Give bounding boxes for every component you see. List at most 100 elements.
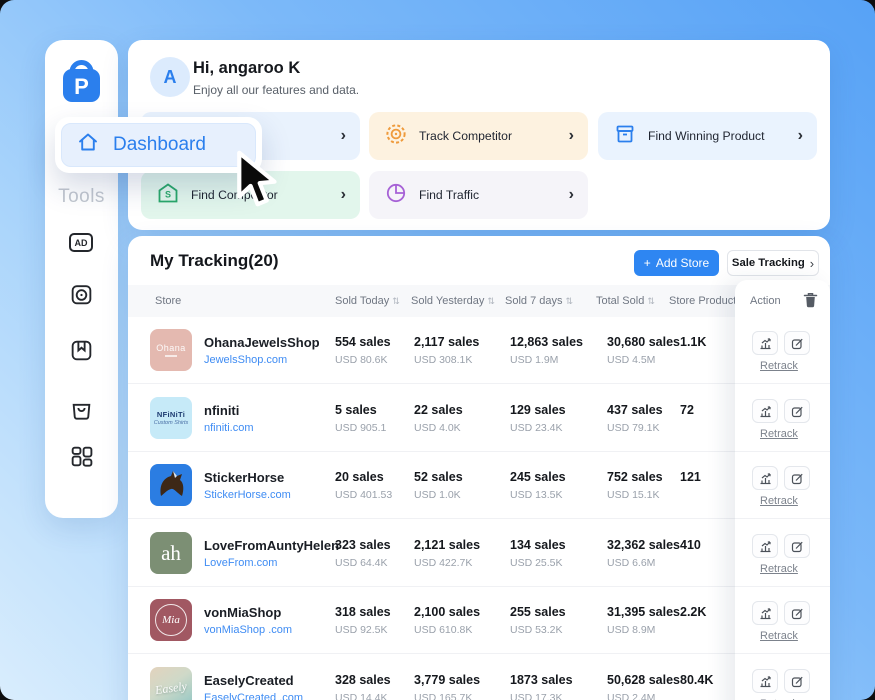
store-name[interactable]: EaselyCreated: [204, 673, 294, 688]
edit-button[interactable]: [784, 669, 810, 693]
column-store: Store: [155, 295, 182, 307]
column-sold-yesterday[interactable]: Sold Yesterday ⇅: [411, 295, 495, 307]
sold-today-usd: USD 92.5K: [335, 624, 388, 636]
retrack-link[interactable]: Retrack: [760, 360, 798, 372]
analytics-button[interactable]: [752, 466, 778, 490]
edit-button[interactable]: [784, 534, 810, 558]
sold-today-usd: USD 14.4K: [335, 692, 388, 700]
quick-card-find-winning-product[interactable]: Find Winning Product ›: [598, 112, 817, 160]
shopping-bag-icon: [69, 403, 94, 425]
sold-7days-usd: USD 1.9M: [510, 354, 559, 366]
chevron-right-icon: ›: [568, 127, 574, 144]
sold-yesterday-usd: USD 1.0K: [414, 489, 461, 501]
table-row: NFiNiTi Custom Shirts nfiniti nfiniti.co…: [128, 385, 830, 452]
chevron-right-icon: ›: [568, 186, 574, 203]
heart-icon: ♥: [153, 532, 157, 534]
store-domain-link[interactable]: LoveFrom.com: [204, 557, 278, 569]
sidebar-item-apps[interactable]: [69, 444, 94, 469]
action-column-panel: Action Retrack: [735, 280, 830, 700]
sold-today-value: 5 sales: [335, 403, 377, 417]
column-total-sold[interactable]: Total Sold ⇅: [596, 295, 655, 307]
sidebar-item-products[interactable]: [69, 396, 94, 421]
store-products-value: 1.1K: [680, 335, 707, 349]
column-sold-7days[interactable]: Sold 7 days ⇅: [505, 295, 574, 307]
total-sold-value: 50,628 sales: [607, 673, 680, 687]
total-sold-value: 30,680 sales: [607, 335, 680, 349]
edit-button[interactable]: [784, 466, 810, 490]
total-sold-usd: USD 8.9M: [607, 624, 656, 636]
sold-today-value: 554 sales: [335, 335, 391, 349]
action-cell: Retrack: [735, 452, 830, 519]
total-sold-usd: USD 79.1K: [607, 422, 660, 434]
sold-yesterday-value: 52 sales: [414, 470, 463, 484]
user-avatar[interactable]: A: [150, 57, 190, 97]
chevron-right-icon: ›: [809, 255, 815, 271]
total-sold-value: 31,395 sales: [607, 605, 680, 619]
add-store-button[interactable]: + Add Store: [634, 250, 719, 276]
sidebar-item-ads[interactable]: AD: [69, 230, 94, 255]
sold-7days-usd: USD 25.5K: [510, 557, 563, 569]
sidebar-item-bookmarks[interactable]: [69, 338, 94, 363]
store-domain-link[interactable]: StickerHorse.com: [204, 489, 291, 501]
sidebar-item-dashboard[interactable]: Dashboard: [61, 123, 256, 167]
retrack-link[interactable]: Retrack: [760, 495, 798, 507]
store-name[interactable]: OhanaJewelsShop: [204, 335, 320, 350]
quick-card-track-competitor[interactable]: Track Competitor ›: [369, 112, 588, 160]
store-name[interactable]: StickerHorse: [204, 470, 285, 485]
shop-dollar-icon: S: [157, 182, 179, 209]
sold-today-value: 323 sales: [335, 538, 391, 552]
store-logo[interactable]: Easely: [150, 667, 192, 700]
table-row: StickerHorse StickerHorse.com 20 sales US…: [128, 452, 830, 519]
retrack-link[interactable]: Retrack: [760, 630, 798, 642]
quick-card-find-traffic[interactable]: Find Traffic ›: [369, 171, 588, 219]
retrack-link[interactable]: Retrack: [760, 428, 798, 440]
store-domain-link[interactable]: vonMiaShop .com: [204, 624, 293, 636]
greeting-subtitle: Enjoy all our features and data.: [193, 83, 360, 97]
store-domain-link[interactable]: JewelsShop.com: [204, 354, 288, 366]
chevron-right-icon: ›: [340, 127, 346, 144]
total-sold-usd: USD 2.4M: [607, 692, 656, 700]
store-name[interactable]: nfiniti: [204, 403, 240, 418]
store-domain-link[interactable]: nfiniti.com: [204, 422, 254, 434]
svg-text:S: S: [165, 189, 171, 199]
analytics-button[interactable]: [752, 669, 778, 693]
store-logo[interactable]: ah♥: [150, 532, 192, 574]
analytics-button[interactable]: [752, 331, 778, 355]
action-cell: Retrack: [735, 317, 830, 384]
quick-card-label: Find Traffic: [419, 188, 480, 202]
retrack-link[interactable]: Retrack: [760, 698, 798, 700]
sold-7days-usd: USD 23.4K: [510, 422, 563, 434]
analytics-button[interactable]: [752, 534, 778, 558]
store-logo[interactable]: Ohana: [150, 329, 192, 371]
edit-button[interactable]: [784, 601, 810, 625]
sort-icon: ⇅: [647, 296, 655, 306]
app-logo-icon[interactable]: P: [59, 54, 104, 106]
sale-tracking-button[interactable]: Sale Tracking ›: [727, 250, 819, 276]
store-logo-horse-icon[interactable]: [150, 464, 192, 506]
store-logo[interactable]: NFiNiTi Custom Shirts: [150, 397, 192, 439]
total-sold-value: 437 sales: [607, 403, 663, 417]
action-cell: Retrack: [735, 385, 830, 452]
analytics-button[interactable]: [752, 399, 778, 423]
store-name[interactable]: vonMiaShop: [204, 605, 282, 620]
trash-icon[interactable]: [803, 292, 818, 308]
sold-yesterday-usd: USD 4.0K: [414, 422, 461, 434]
analytics-button[interactable]: [752, 601, 778, 625]
store-name[interactable]: LoveFromAuntyHelen: [204, 538, 340, 553]
sold-yesterday-usd: USD 308.1K: [414, 354, 473, 366]
column-sold-today[interactable]: Sold Today ⇅: [335, 295, 400, 307]
table-row: Ohana OhanaJewelsShop JewelsShop.com 554…: [128, 317, 830, 384]
action-cell: Retrack: [735, 520, 830, 587]
sold-yesterday-value: 2,117 sales: [414, 335, 480, 349]
edit-button[interactable]: [784, 399, 810, 423]
welcome-panel: A Hi, angaroo K Enjoy all our features a…: [128, 40, 830, 230]
edit-button[interactable]: [784, 331, 810, 355]
sort-icon: ⇅: [565, 296, 574, 306]
store-logo[interactable]: Mia: [150, 599, 192, 641]
sidebar-item-store-tracker[interactable]: [69, 282, 94, 307]
chevron-right-icon: ›: [797, 127, 803, 144]
store-domain-link[interactable]: EaselyCreated .com: [204, 692, 304, 700]
pie-chart-icon: [385, 182, 407, 209]
retrack-link[interactable]: Retrack: [760, 563, 798, 575]
